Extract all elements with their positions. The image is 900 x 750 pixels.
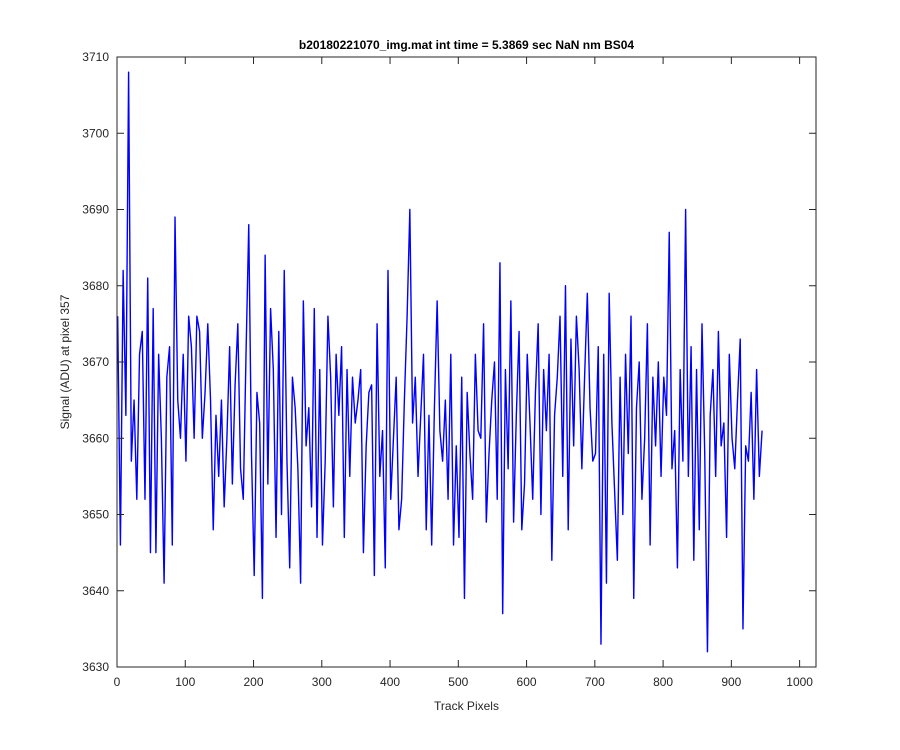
x-tick-label: 400 [380, 675, 400, 689]
y-tick-label: 3650 [82, 508, 109, 522]
x-tick-label: 600 [517, 675, 537, 689]
y-tick-label: 3710 [82, 50, 109, 64]
x-tick-label: 0 [114, 675, 121, 689]
x-tick-label: 800 [653, 675, 673, 689]
y-tick-label: 3700 [82, 126, 109, 140]
series-layer [116, 71, 763, 653]
chart-title: b20180221070_img.mat int time = 5.3869 s… [299, 38, 635, 52]
y-tick-label: 3690 [82, 203, 109, 217]
y-ticks: 3630 3640 3650 3660 3670 3680 3690 3700 3710 [82, 50, 816, 674]
series-line-0 [116, 71, 763, 653]
y-tick-label: 3640 [82, 584, 109, 598]
x-tick-label: 200 [244, 675, 264, 689]
x-axis-label: Track Pixels [434, 699, 499, 713]
y-axis-label: Signal (ADU) at pixel 357 [58, 294, 72, 429]
y-tick-label: 3670 [82, 355, 109, 369]
x-tick-label: 100 [175, 675, 195, 689]
y-tick-label: 3630 [82, 660, 109, 674]
x-tick-label: 900 [721, 675, 741, 689]
y-tick-label: 3660 [82, 431, 109, 445]
x-tick-label: 1000 [786, 675, 813, 689]
x-tick-label: 300 [312, 675, 332, 689]
y-tick-label: 3680 [82, 279, 109, 293]
x-tick-label: 500 [448, 675, 468, 689]
x-tick-label: 700 [585, 675, 605, 689]
x-ticks: 0 100 200 300 400 500 600 700 800 900 1000 [114, 57, 813, 689]
plot-area [117, 57, 816, 667]
